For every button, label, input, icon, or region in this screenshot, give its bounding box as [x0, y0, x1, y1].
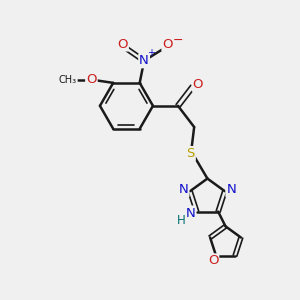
Text: O: O — [117, 38, 128, 50]
Text: O: O — [193, 78, 203, 91]
Text: +: + — [147, 48, 154, 59]
Text: H: H — [177, 214, 186, 227]
Text: N: N — [226, 183, 236, 196]
Text: N: N — [139, 54, 149, 67]
Text: S: S — [186, 147, 195, 160]
Text: N: N — [185, 207, 195, 220]
Text: O: O — [86, 74, 97, 86]
Text: O: O — [208, 254, 218, 267]
Text: CH₃: CH₃ — [59, 75, 77, 85]
Text: −: − — [172, 34, 183, 47]
Text: N: N — [179, 183, 188, 196]
Text: O: O — [162, 38, 173, 50]
